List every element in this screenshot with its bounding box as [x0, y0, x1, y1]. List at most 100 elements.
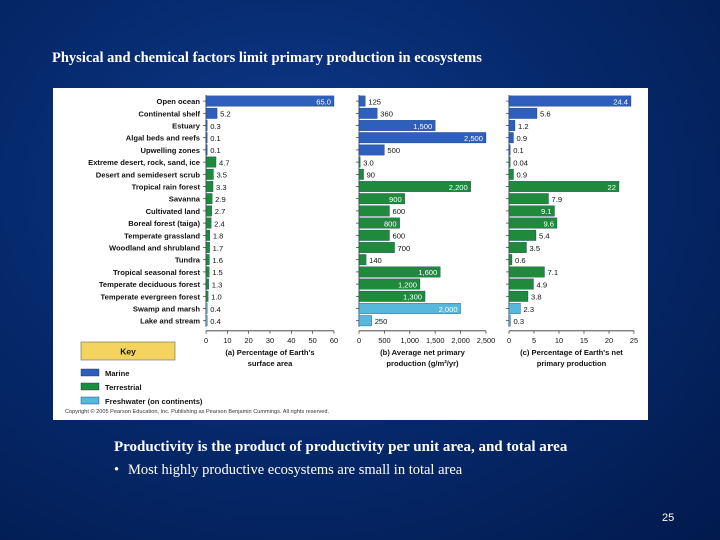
data-bar: [205, 303, 208, 314]
x-tick-label: 20: [245, 336, 253, 345]
data-value-label: 1.8: [213, 232, 224, 241]
data-value-label: 2.9: [215, 195, 226, 204]
x-tick-label: 10: [223, 336, 231, 345]
data-value-label: 125: [368, 97, 381, 106]
data-bar: [358, 144, 385, 156]
x-tick-label: 60: [330, 336, 338, 345]
data-value-label: 0.1: [513, 146, 524, 155]
key-swatch: [80, 368, 100, 377]
caption-bullet: • Most highly productive ecosystems are s…: [114, 462, 462, 479]
data-bar: [508, 278, 534, 290]
data-bar: [205, 290, 209, 302]
data-value-label: 9.1: [541, 207, 552, 216]
data-value-label: 1,500: [413, 122, 432, 131]
data-value-label: 500: [387, 146, 400, 155]
data-bar: [358, 168, 364, 180]
data-value-label: 800: [384, 219, 397, 228]
data-bar: [508, 120, 516, 131]
data-bar: [358, 217, 400, 229]
data-bar: [508, 217, 558, 229]
data-value-label: 600: [392, 207, 405, 216]
data-bar: [358, 156, 361, 168]
data-value-label: 600: [392, 232, 405, 241]
key-swatch: [80, 382, 100, 391]
data-value-label: 1,600: [418, 268, 437, 277]
data-value-label: 3.5: [530, 244, 541, 253]
x-tick-label: 25: [630, 336, 638, 345]
x-tick-label: 1,500: [426, 336, 445, 345]
data-value-label: 90: [367, 171, 375, 180]
data-bar: [358, 132, 487, 144]
data-bar: [358, 254, 367, 266]
data-value-label: 900: [389, 195, 402, 204]
data-value-label: 3.5: [216, 171, 227, 180]
data-bar: [508, 168, 514, 180]
data-value-label: 2,000: [439, 305, 458, 314]
x-tick-label: 20: [605, 336, 613, 345]
x-tick-label: 10: [555, 336, 563, 345]
data-value-label: 2.7: [215, 207, 226, 216]
panel-axis-caption: (c) Percentage of Earth's net: [520, 348, 623, 357]
chart-svg: Open ocean Continental shelf Estuary Algal …: [65, 95, 638, 415]
category-label: Tropical rain forest: [132, 183, 201, 192]
data-bar: [508, 205, 555, 217]
data-bar: [508, 254, 513, 266]
data-value-label: 7.9: [552, 195, 563, 204]
data-bar: [205, 315, 208, 327]
data-bar: [205, 120, 208, 131]
panel-axis-caption: (b) Average net primary: [380, 348, 465, 357]
data-value-label: 9.6: [543, 219, 554, 228]
data-value-label: 360: [380, 110, 393, 119]
data-bar: [205, 242, 210, 253]
data-value-label: 1.2: [518, 122, 529, 131]
x-tick-label: 15: [580, 336, 588, 345]
data-value-label: 0.9: [517, 171, 528, 180]
data-bar: [205, 181, 214, 192]
key-swatch: [80, 396, 100, 405]
data-value-label: 0.4: [210, 317, 221, 326]
x-tick-label: 500: [378, 336, 390, 345]
data-value-label: 4.9: [537, 280, 548, 289]
data-bar: [205, 168, 214, 180]
data-bar: [508, 193, 549, 205]
data-value-label: 1,300: [403, 293, 422, 302]
data-bar: [358, 193, 405, 205]
data-value-label: 5.6: [540, 110, 551, 119]
category-label: Upwelling zones: [141, 146, 201, 155]
data-bar: [358, 205, 390, 217]
data-value-label: 22: [608, 183, 616, 192]
x-tick-label: 0: [357, 336, 361, 345]
panel-axis-caption: (a) Percentage of Earth's: [225, 348, 314, 357]
data-bar: [205, 132, 208, 144]
data-value-label: 24.4: [613, 97, 628, 106]
category-label: Temperate evergreen forest: [101, 292, 201, 301]
data-bar: [508, 266, 545, 278]
category-label: Savanna: [169, 195, 201, 204]
data-value-label: 65.0: [316, 97, 331, 106]
data-value-label: 700: [398, 244, 411, 253]
data-bar: [508, 132, 514, 144]
data-bar: [358, 229, 390, 241]
data-bar: [508, 229, 537, 241]
data-value-label: 1.5: [212, 268, 223, 277]
data-value-label: 3.3: [216, 183, 227, 192]
data-bar: [358, 266, 441, 278]
data-bar: [508, 303, 521, 314]
category-label: Swamp and marsh: [133, 305, 200, 314]
data-value-label: 5.4: [539, 232, 550, 241]
data-bar: [205, 205, 212, 217]
key-label: Marine: [105, 369, 129, 378]
category-label: Tropical seasonal forest: [113, 268, 200, 277]
data-bar: [508, 156, 511, 168]
data-value-label: 1,200: [398, 280, 417, 289]
data-value-label: 0.9: [517, 134, 528, 143]
data-bar: [358, 107, 378, 119]
x-tick-label: 50: [309, 336, 317, 345]
bullet-text: Most highly productive ecosystems are sm…: [128, 462, 463, 478]
key-header: [80, 341, 176, 361]
key-label: Terrestrial: [105, 383, 142, 392]
category-label: Boreal forest (taiga): [128, 219, 200, 228]
slide-title: Physical and chemical factors limit prim…: [52, 50, 482, 66]
key-title: Key: [120, 347, 136, 357]
category-label: Woodland and shrubland: [109, 244, 200, 253]
